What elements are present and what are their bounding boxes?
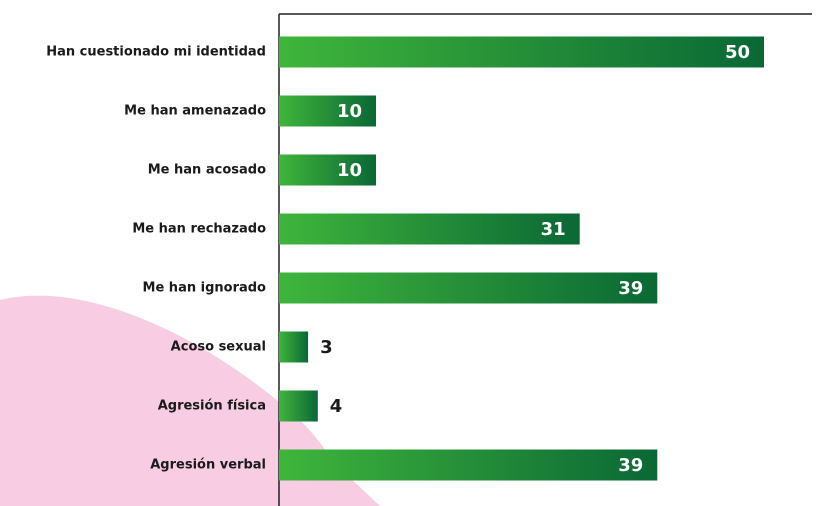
- category-label: Me han ignorado: [143, 281, 267, 296]
- category-label: Me han rechazado: [132, 222, 266, 237]
- bar: [279, 450, 657, 481]
- category-label: Agresión verbal: [150, 458, 266, 473]
- category-label: Agresión física: [158, 399, 266, 414]
- category-label: Han cuestionado mi identidad: [46, 45, 266, 60]
- bar: [279, 37, 764, 68]
- bar: [279, 332, 308, 363]
- category-label: Me han acosado: [148, 163, 266, 178]
- value-label: 39: [618, 455, 643, 476]
- value-label: 10: [337, 101, 362, 122]
- category-label: Acoso sexual: [171, 340, 266, 355]
- value-label: 39: [618, 278, 643, 299]
- chart: Han cuestionado mi identidad 50 Me han ame…: [0, 0, 820, 506]
- value-label: 50: [725, 42, 750, 63]
- bar: [279, 214, 580, 245]
- value-label: 10: [337, 160, 362, 181]
- value-label: 31: [541, 219, 566, 240]
- category-label: Me han amenazado: [124, 104, 266, 119]
- bar: [279, 273, 657, 304]
- value-label: 4: [330, 396, 343, 417]
- bar: [279, 391, 318, 422]
- value-label: 3: [320, 337, 333, 358]
